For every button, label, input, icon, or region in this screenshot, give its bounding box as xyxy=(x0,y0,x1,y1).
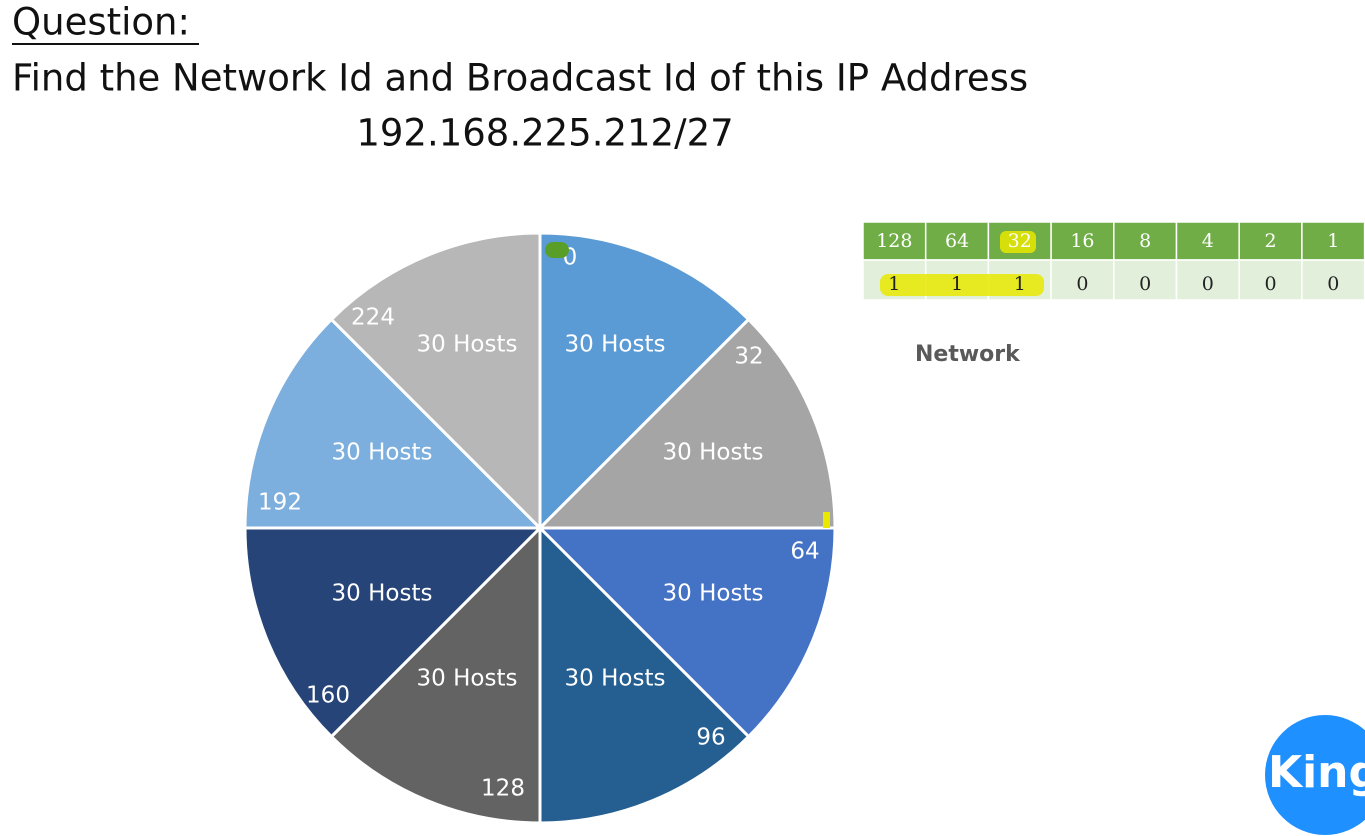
bit-text: 0 xyxy=(1327,273,1339,295)
header-text: 32 xyxy=(1008,230,1032,252)
header-text: 64 xyxy=(945,230,969,252)
bit-text: 0 xyxy=(1139,273,1151,295)
slice-hosts: 30 Hosts xyxy=(663,581,764,607)
highlight xyxy=(1000,231,1036,253)
logo-text: King xyxy=(1268,747,1365,798)
slice-start: 192 xyxy=(258,490,302,516)
slice-hosts: 30 Hosts xyxy=(332,440,433,466)
header-text: 1 xyxy=(1327,230,1339,252)
slice xyxy=(243,317,544,530)
slice xyxy=(329,231,542,532)
network-label: Network xyxy=(915,342,1021,367)
slice-start: 160 xyxy=(306,683,350,709)
slice-start: 128 xyxy=(481,776,525,802)
slice-start: 32 xyxy=(734,344,763,370)
slice xyxy=(329,524,542,825)
logo-circle xyxy=(1265,715,1365,835)
slice-hosts: 30 Hosts xyxy=(565,332,666,358)
bit-text: 0 xyxy=(1202,273,1214,295)
header-text: 4 xyxy=(1202,230,1214,252)
header-cell xyxy=(1301,221,1365,261)
bit-text: 1 xyxy=(888,273,900,295)
slice xyxy=(243,526,544,739)
bit-text: 0 xyxy=(1265,273,1277,295)
row-cell xyxy=(1238,259,1303,301)
highlight xyxy=(880,274,1044,296)
header-cell xyxy=(1050,221,1115,261)
slice xyxy=(536,317,837,530)
slice-hosts: 30 Hosts xyxy=(417,332,518,358)
row-cell xyxy=(1050,259,1115,301)
question-text: Find the Network Id and Broadcast Id of … xyxy=(12,57,1028,100)
header-text: 128 xyxy=(876,230,912,252)
slice-start: 64 xyxy=(790,539,819,565)
slice-hosts: 30 Hosts xyxy=(417,666,518,692)
slice-hosts: 30 Hosts xyxy=(663,440,764,466)
bit-table: 128 1 64 1 32 1 16 0 8 0 4 0 2 0 1 0 xyxy=(545,221,1365,528)
question-heading: Question: xyxy=(12,1,190,44)
slice xyxy=(536,526,837,739)
slice-start: 224 xyxy=(351,305,395,331)
bit-text: 1 xyxy=(951,273,963,295)
slice-hosts: 30 Hosts xyxy=(565,666,666,692)
ip-address: 192.168.225.212/27 xyxy=(356,112,733,155)
row-cell xyxy=(1113,259,1178,301)
slice-start: 96 xyxy=(696,725,725,751)
highlight xyxy=(823,512,830,528)
header-text: 8 xyxy=(1139,230,1151,252)
slice xyxy=(538,524,751,825)
bit-text: 0 xyxy=(1076,273,1088,295)
slice xyxy=(538,231,751,532)
bit-text: 1 xyxy=(1014,273,1026,295)
header-text: 2 xyxy=(1265,230,1277,252)
slice-hosts: 30 Hosts xyxy=(332,581,433,607)
highlight xyxy=(545,242,569,258)
header-text: 16 xyxy=(1070,230,1094,252)
